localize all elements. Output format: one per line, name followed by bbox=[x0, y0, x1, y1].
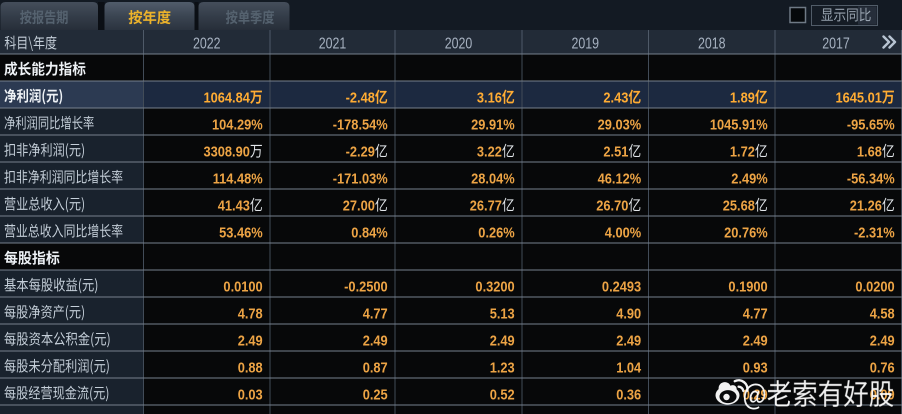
svg-text:2.51: 2.51 bbox=[603, 142, 628, 159]
svg-text:0.29: 0.29 bbox=[743, 385, 768, 402]
svg-text:41.43: 41.43 bbox=[218, 196, 250, 213]
svg-text:3.16: 3.16 bbox=[477, 88, 502, 105]
svg-text:0.0200: 0.0200 bbox=[855, 277, 894, 294]
svg-text:4.78: 4.78 bbox=[238, 304, 263, 321]
svg-text:29.03%: 29.03% bbox=[598, 115, 642, 132]
svg-text:0.25: 0.25 bbox=[363, 385, 388, 402]
svg-text:5.13: 5.13 bbox=[490, 304, 515, 321]
svg-text:2.49: 2.49 bbox=[490, 331, 515, 348]
svg-text:2.49: 2.49 bbox=[616, 331, 641, 348]
svg-text:0.0100: 0.0100 bbox=[223, 277, 262, 294]
svg-text:2020: 2020 bbox=[445, 34, 473, 52]
svg-text:0.3200: 0.3200 bbox=[475, 277, 514, 294]
svg-text:0.26%: 0.26% bbox=[478, 223, 515, 240]
svg-text:2.49: 2.49 bbox=[363, 331, 388, 348]
svg-text:4.90: 4.90 bbox=[616, 304, 641, 321]
svg-text:2.49: 2.49 bbox=[870, 331, 895, 348]
svg-text:20.76%: 20.76% bbox=[724, 223, 768, 240]
svg-text:2019: 2019 bbox=[571, 34, 599, 52]
svg-text:-0.2500: -0.2500 bbox=[344, 277, 388, 294]
svg-text:53.46%: 53.46% bbox=[219, 223, 263, 240]
svg-text:-178.54%: -178.54% bbox=[333, 115, 388, 132]
svg-text:1645.01: 1645.01 bbox=[835, 88, 882, 105]
svg-text:0.52: 0.52 bbox=[490, 385, 515, 402]
svg-text:4.00%: 4.00% bbox=[605, 223, 642, 240]
svg-text:0.93: 0.93 bbox=[743, 358, 768, 375]
svg-text:2.49: 2.49 bbox=[743, 331, 768, 348]
svg-text:-171.03%: -171.03% bbox=[333, 169, 388, 186]
svg-text:0.84%: 0.84% bbox=[351, 223, 388, 240]
svg-text:0.36: 0.36 bbox=[616, 385, 641, 402]
svg-text:0.03: 0.03 bbox=[238, 385, 263, 402]
svg-text:1064.84: 1064.84 bbox=[203, 88, 250, 105]
svg-text:4.77: 4.77 bbox=[363, 304, 388, 321]
svg-text:1.72: 1.72 bbox=[730, 142, 755, 159]
svg-text:3.22: 3.22 bbox=[477, 142, 502, 159]
svg-text:-2.31%: -2.31% bbox=[854, 223, 895, 240]
svg-text:2017: 2017 bbox=[822, 34, 850, 52]
svg-text:27.00: 27.00 bbox=[343, 196, 375, 213]
svg-text:2018: 2018 bbox=[698, 34, 726, 52]
svg-text:0.2493: 0.2493 bbox=[602, 277, 641, 294]
svg-text:29.91%: 29.91% bbox=[471, 115, 515, 132]
svg-text:1.04: 1.04 bbox=[616, 358, 641, 375]
svg-text:25.68: 25.68 bbox=[723, 196, 755, 213]
svg-text:26.70: 26.70 bbox=[596, 196, 628, 213]
svg-text:28.04%: 28.04% bbox=[471, 169, 515, 186]
svg-text:26.77: 26.77 bbox=[470, 196, 502, 213]
svg-text:1.89: 1.89 bbox=[730, 88, 755, 105]
svg-text:3308.90: 3308.90 bbox=[203, 142, 250, 159]
svg-text:4.58: 4.58 bbox=[870, 304, 895, 321]
svg-text:0.76: 0.76 bbox=[870, 358, 895, 375]
svg-text:46.12%: 46.12% bbox=[598, 169, 642, 186]
svg-text:1.23: 1.23 bbox=[490, 358, 515, 375]
svg-text:4.77: 4.77 bbox=[743, 304, 768, 321]
svg-text:2.49: 2.49 bbox=[238, 331, 263, 348]
svg-text:-95.65%: -95.65% bbox=[847, 115, 895, 132]
svg-text:21.26: 21.26 bbox=[850, 196, 882, 213]
svg-text:114.48%: 114.48% bbox=[213, 169, 263, 186]
svg-text:-2.48: -2.48 bbox=[346, 88, 375, 105]
svg-text:1.68: 1.68 bbox=[857, 142, 882, 159]
svg-text:2022: 2022 bbox=[193, 34, 221, 52]
svg-text:2021: 2021 bbox=[319, 34, 347, 52]
svg-text:104.29%: 104.29% bbox=[212, 115, 263, 132]
svg-text:0.88: 0.88 bbox=[238, 358, 263, 375]
svg-text:2.49%: 2.49% bbox=[731, 169, 768, 186]
svg-text:-2.29: -2.29 bbox=[346, 142, 375, 159]
svg-text:0.87: 0.87 bbox=[363, 358, 388, 375]
svg-text:1045.91%: 1045.91% bbox=[710, 115, 768, 132]
svg-text:2.43: 2.43 bbox=[603, 88, 628, 105]
svg-text:0.1900: 0.1900 bbox=[728, 277, 767, 294]
svg-text:-56.34%: -56.34% bbox=[847, 169, 895, 186]
